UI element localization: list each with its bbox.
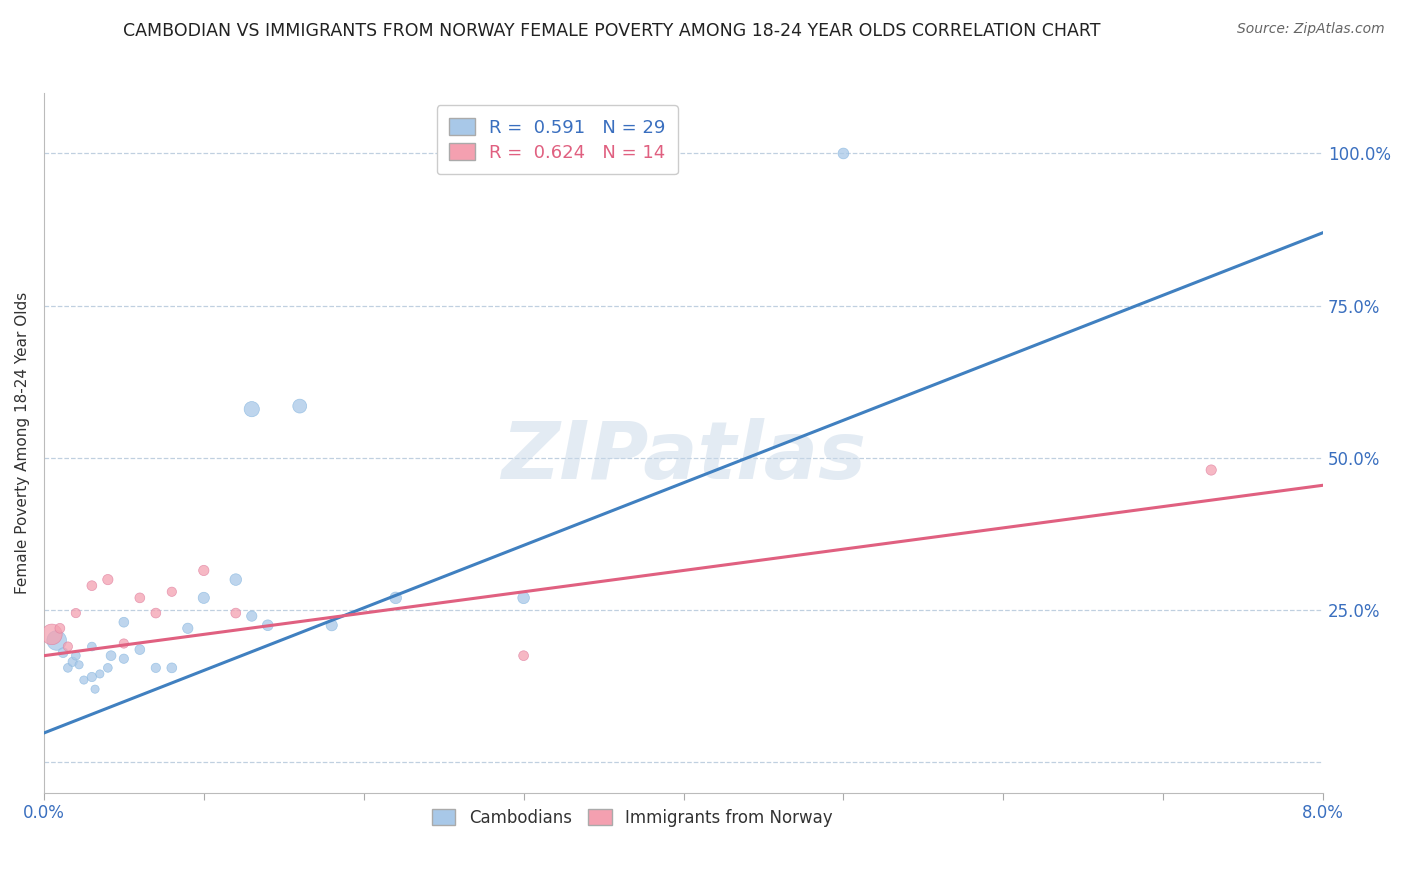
- Point: [52, 646, 75, 660]
- Point: [89, 667, 111, 681]
- Point: [145, 606, 167, 620]
- Point: [56, 661, 79, 675]
- Text: ZIPatlas: ZIPatlas: [501, 417, 866, 496]
- Point: [65, 648, 87, 663]
- Point: [56, 640, 79, 654]
- Point: [112, 636, 135, 650]
- Point: [160, 584, 183, 599]
- Point: [321, 618, 343, 632]
- Point: [128, 642, 150, 657]
- Point: [160, 661, 183, 675]
- Text: Source: ZipAtlas.com: Source: ZipAtlas.com: [1237, 22, 1385, 37]
- Point: [112, 651, 135, 665]
- Point: [177, 621, 200, 635]
- Point: [240, 609, 263, 624]
- Y-axis label: Female Poverty Among 18-24 Year Olds: Female Poverty Among 18-24 Year Olds: [15, 292, 30, 594]
- Point: [45, 633, 67, 648]
- Point: [1199, 463, 1222, 477]
- Point: [384, 591, 406, 605]
- Text: CAMBODIAN VS IMMIGRANTS FROM NORWAY FEMALE POVERTY AMONG 18-24 YEAR OLDS CORRELA: CAMBODIAN VS IMMIGRANTS FROM NORWAY FEMA…: [122, 22, 1101, 40]
- Point: [112, 615, 135, 630]
- Point: [97, 573, 120, 587]
- Point: [240, 402, 263, 417]
- Point: [97, 661, 120, 675]
- Point: [145, 661, 167, 675]
- Legend: Cambodians, Immigrants from Norway: Cambodians, Immigrants from Norway: [426, 802, 839, 833]
- Point: [512, 591, 534, 605]
- Point: [193, 564, 215, 578]
- Point: [512, 648, 534, 663]
- Point: [41, 627, 63, 641]
- Point: [73, 673, 96, 687]
- Point: [62, 655, 84, 669]
- Point: [100, 648, 122, 663]
- Point: [225, 573, 247, 587]
- Point: [65, 606, 87, 620]
- Point: [193, 591, 215, 605]
- Point: [256, 618, 278, 632]
- Point: [84, 682, 107, 697]
- Point: [832, 146, 855, 161]
- Point: [225, 606, 247, 620]
- Point: [80, 670, 103, 684]
- Point: [80, 579, 103, 593]
- Point: [67, 657, 90, 672]
- Point: [49, 621, 72, 635]
- Point: [288, 399, 311, 413]
- Point: [128, 591, 150, 605]
- Point: [80, 640, 103, 654]
